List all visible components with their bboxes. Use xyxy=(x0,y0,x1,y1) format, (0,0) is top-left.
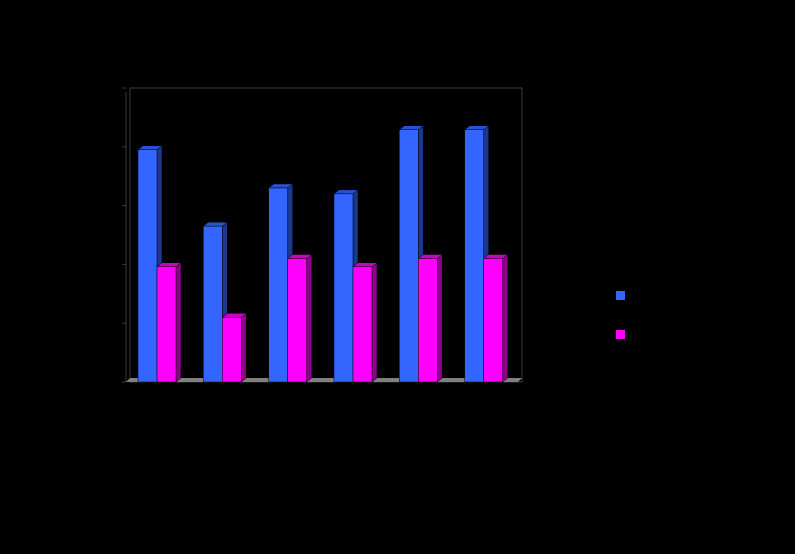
bar xyxy=(268,187,288,383)
bar-side xyxy=(502,253,508,383)
bar-side xyxy=(175,262,182,383)
bar xyxy=(137,149,158,383)
bar xyxy=(418,258,438,383)
bar xyxy=(464,129,484,383)
bar xyxy=(483,258,503,383)
bar-side xyxy=(241,312,247,383)
bar xyxy=(156,266,177,383)
bar xyxy=(222,317,242,383)
bar xyxy=(333,193,354,383)
bar xyxy=(352,266,373,383)
legend-swatch xyxy=(616,330,625,339)
legend-swatch xyxy=(616,291,625,300)
bar xyxy=(399,129,419,383)
bar xyxy=(287,258,307,383)
bar xyxy=(203,225,223,383)
floor xyxy=(126,378,522,382)
bar-side xyxy=(306,253,312,383)
bar-side xyxy=(437,253,443,383)
bar-side xyxy=(371,262,378,383)
